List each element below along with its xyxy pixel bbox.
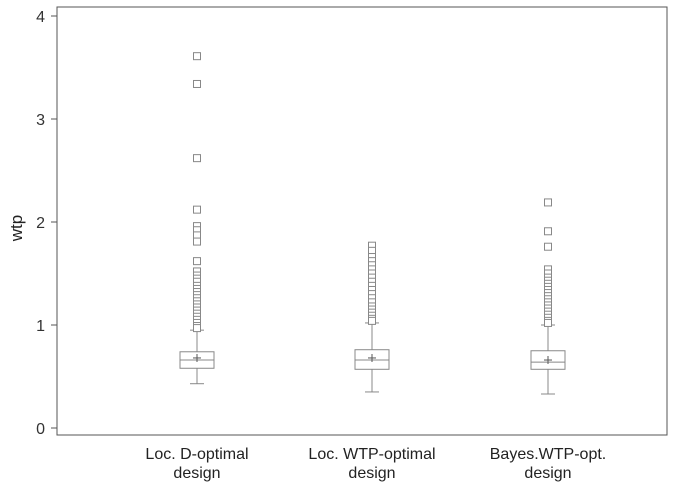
plot-frame: [56, 6, 668, 436]
y-tick-label: 3: [36, 112, 45, 129]
x-axis-labels: Loc. D-optimal design Loc. WTP-optimal desi…: [145, 446, 606, 482]
y-tick-label: 2: [36, 215, 45, 232]
outlier-point: [193, 257, 201, 266]
outlier-point: [193, 79, 201, 88]
outlier-point: [368, 316, 376, 325]
y-axis: 0 1 2 3 4: [36, 9, 57, 438]
outlier-point: [193, 324, 201, 333]
y-tick-label: 0: [36, 421, 45, 438]
box-series-2: [354, 241, 390, 393]
y-tick-label: 1: [36, 318, 45, 335]
outlier-point: [544, 227, 552, 236]
x-category-label: Loc. WTP-optimal design: [308, 446, 435, 482]
box-series-1: [179, 52, 215, 385]
boxes-group: [179, 52, 566, 395]
outlier-point: [544, 198, 552, 207]
outlier-point: [193, 237, 201, 246]
x-category-label: Bayes.WTP-opt. design: [490, 446, 606, 482]
outlier-point: [544, 318, 552, 327]
x-category-label: Loc. D-optimal design: [145, 446, 248, 482]
outlier-point: [544, 242, 552, 251]
outlier-point: [193, 154, 201, 163]
box-series-3: [530, 198, 566, 395]
y-tick-label: 4: [36, 9, 45, 26]
y-axis-title: wtp: [7, 215, 26, 242]
outlier-point: [193, 52, 201, 61]
outlier-point: [193, 205, 201, 214]
